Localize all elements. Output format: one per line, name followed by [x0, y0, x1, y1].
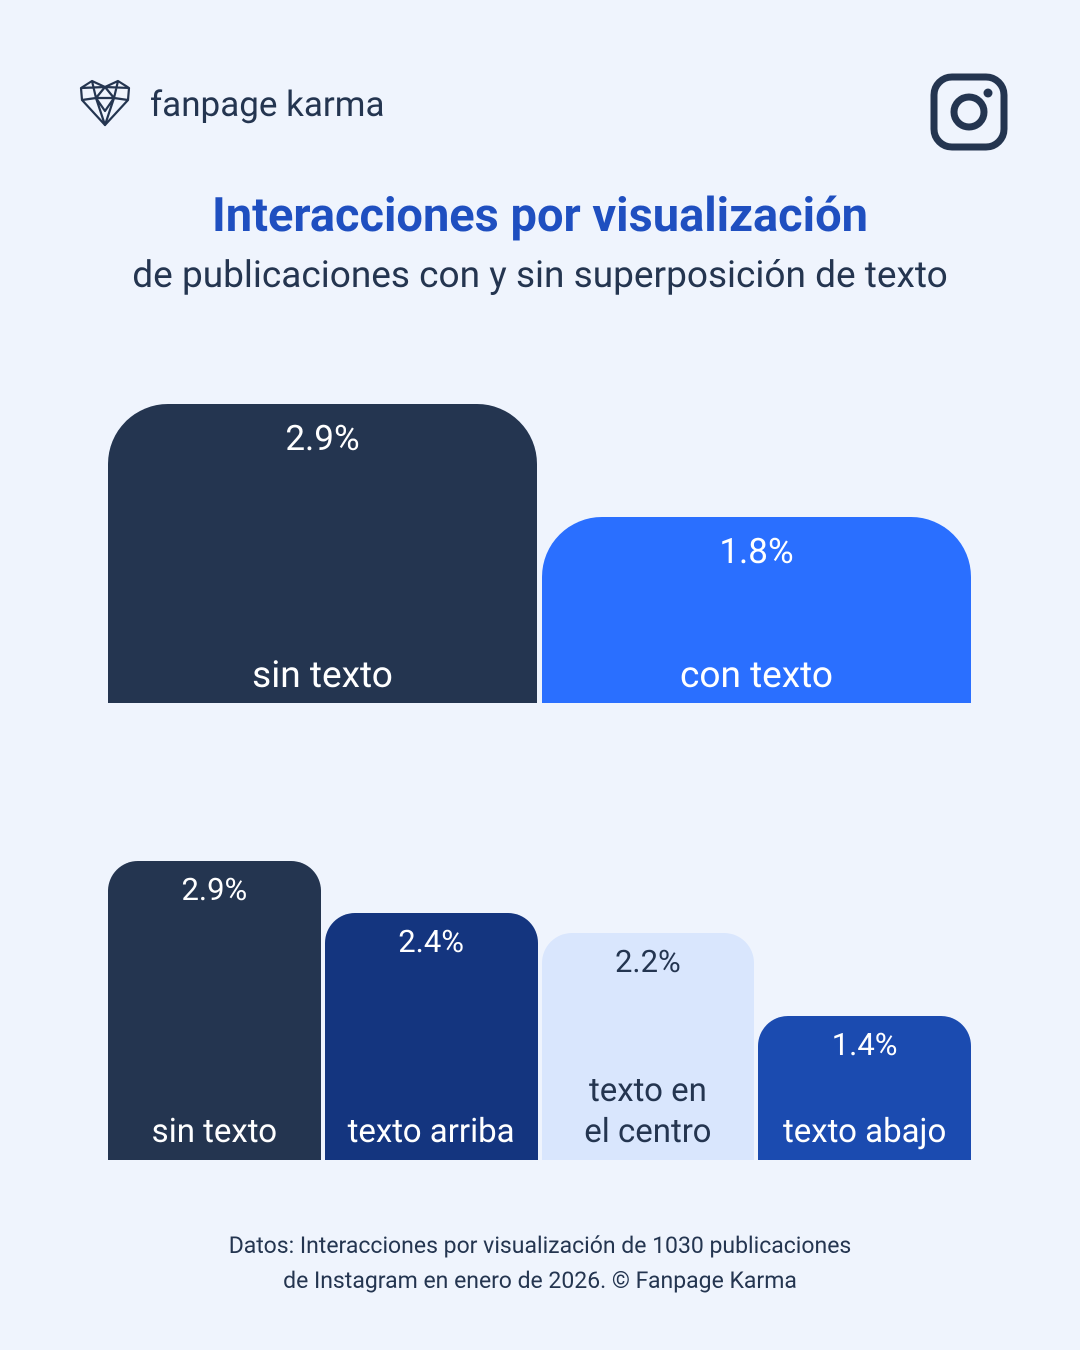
category-label: con texto: [679, 653, 833, 697]
chart-title: Interacciones por visualización: [212, 188, 868, 243]
value-label: 2.9%: [181, 871, 248, 908]
bar: 1.8% con texto: [542, 517, 971, 703]
value-label: 2.9%: [285, 418, 360, 459]
brand-name: fanpage karma: [150, 84, 385, 125]
value-label: 2.4%: [398, 922, 464, 960]
category-label: texto arriba: [347, 1111, 515, 1151]
category-label: texto abajo: [782, 1111, 947, 1151]
bar: 1.4% texto abajo: [758, 1015, 971, 1160]
bar: 2.9% sin texto: [108, 404, 537, 703]
instagram-icon: [930, 73, 1008, 151]
value-label: 2.2%: [615, 943, 681, 981]
category-label: texto en el centro: [584, 1071, 712, 1151]
value-label: 1.8%: [719, 531, 794, 573]
bar: 2.9% sin texto: [108, 861, 321, 1160]
footnote: Datos: Interacciones por visualización d…: [228, 1232, 852, 1294]
brand-logo: [79, 79, 131, 127]
bar: 2.2% texto en el centro: [541, 933, 755, 1160]
category-label: sin texto: [151, 1111, 278, 1151]
bar: 2.4% texto arriba: [324, 912, 538, 1160]
chart-subtitle: de publicaciones con y sin superposición…: [132, 254, 948, 297]
value-label: 1.4%: [831, 1025, 898, 1063]
category-label: sin texto: [252, 653, 393, 697]
